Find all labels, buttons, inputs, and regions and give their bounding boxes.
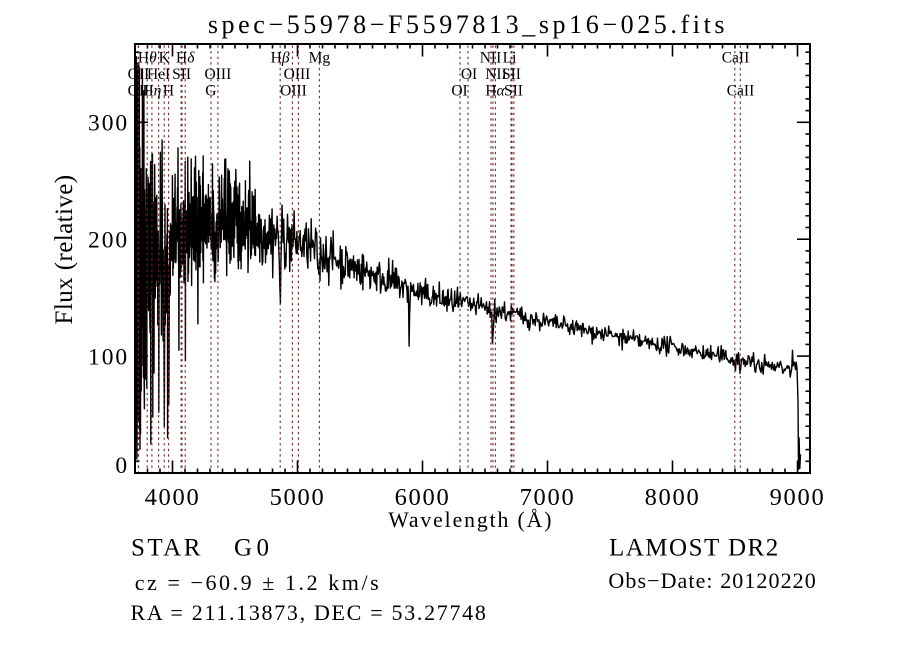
svg-text:OI: OI xyxy=(461,66,477,83)
svg-text:Hδ: Hδ xyxy=(176,50,195,67)
svg-text:9000: 9000 xyxy=(770,484,826,511)
svg-text:Flux (relative): Flux (relative) xyxy=(51,174,78,324)
svg-text:SII: SII xyxy=(502,66,521,83)
svg-text:NII: NII xyxy=(485,66,507,83)
svg-text:5000: 5000 xyxy=(270,484,326,511)
svg-text:Hβ: Hβ xyxy=(271,50,290,67)
svg-text:CaII: CaII xyxy=(727,83,755,100)
svg-text:RA = 211.13873, DEC = 53.2774: RA = 211.13873, DEC = 53.27748 xyxy=(131,600,488,625)
svg-text:OIII: OIII xyxy=(284,66,311,83)
svg-text:100: 100 xyxy=(88,345,129,371)
svg-text:G: G xyxy=(205,83,216,100)
svg-text:8000: 8000 xyxy=(645,484,701,511)
svg-text:Li: Li xyxy=(503,50,517,67)
svg-text:H: H xyxy=(163,83,174,100)
svg-text:6000: 6000 xyxy=(395,484,451,511)
svg-text:LAMOST DR2: LAMOST DR2 xyxy=(609,535,780,562)
svg-text:200: 200 xyxy=(88,228,129,254)
svg-text:300: 300 xyxy=(88,111,129,137)
svg-text:Hη: Hη xyxy=(142,83,161,100)
svg-text:G0: G0 xyxy=(234,535,274,562)
svg-text:cz = −60.9 ± 1.2 km/s: cz = −60.9 ± 1.2 km/s xyxy=(135,570,381,595)
svg-text:Mg: Mg xyxy=(309,50,331,67)
svg-text:OII: OII xyxy=(128,83,150,100)
svg-text:Obs−Date: 20120220: Obs−Date: 20120220 xyxy=(608,568,816,593)
svg-text:OII: OII xyxy=(128,66,150,83)
svg-text:SII: SII xyxy=(172,66,191,83)
svg-text:STAR: STAR xyxy=(131,535,203,562)
svg-text:4000: 4000 xyxy=(145,484,201,511)
svg-text:Hα: Hα xyxy=(485,83,505,100)
svg-text:Hθ: Hθ xyxy=(138,50,157,67)
svg-text:CaII: CaII xyxy=(722,50,750,67)
svg-text:OIII: OIII xyxy=(280,83,307,100)
svg-text:Wavelength (Å): Wavelength (Å) xyxy=(388,508,553,532)
svg-text:NII: NII xyxy=(480,50,502,67)
svg-text:K: K xyxy=(159,50,171,67)
svg-text:OI: OI xyxy=(451,83,467,100)
svg-text:0: 0 xyxy=(115,453,129,479)
svg-text:SII: SII xyxy=(504,83,523,100)
svg-text:spec−55978−F5597813_sp16−025.f: spec−55978−F5597813_sp16−025.fits xyxy=(208,10,728,39)
svg-text:OIII: OIII xyxy=(205,66,232,83)
svg-text:HeI: HeI xyxy=(147,66,170,83)
svg-text:7000: 7000 xyxy=(520,484,576,511)
